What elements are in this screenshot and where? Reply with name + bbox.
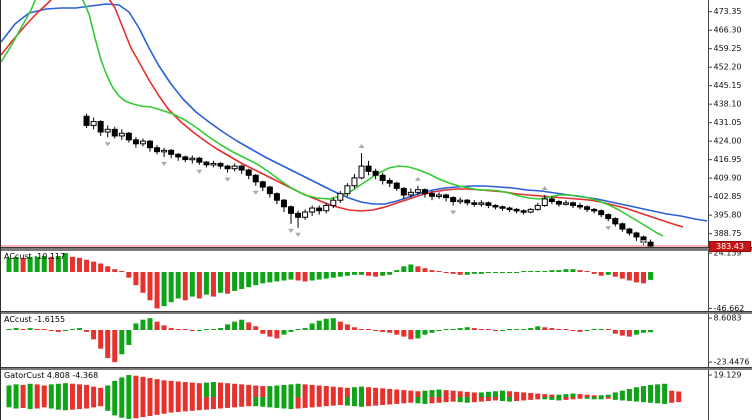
current-price-label: 383.43 [709, 241, 751, 252]
indicator-label-ac-2: ACcust -1.6155 [4, 315, 66, 324]
svg-text:416.95: 416.95 [714, 155, 742, 164]
fractal-down-arrow-icon [640, 240, 647, 244]
svg-text:-46.662: -46.662 [714, 304, 745, 313]
fractal-down-arrow-icon [295, 232, 302, 237]
fractal-up-arrow-icon [414, 176, 421, 181]
fractal-down-arrow-icon [288, 228, 294, 233]
fractal-arrows-layer [104, 142, 647, 244]
indicator-label-ac-1: ACcust -10.117 [4, 252, 66, 261]
svg-text:438.10: 438.10 [714, 100, 742, 109]
panel-separator[interactable] [1, 247, 752, 251]
ma-medium-red [1, 0, 684, 228]
svg-text:431.05: 431.05 [714, 118, 742, 127]
svg-text:8.6083: 8.6083 [714, 314, 742, 323]
svg-text:473.35: 473.35 [714, 7, 742, 16]
svg-text:-23.4476: -23.4476 [714, 358, 750, 367]
svg-text:445.15: 445.15 [714, 81, 742, 90]
indicator-1-scale-labels[interactable]: 24.159 -46.662 [708, 249, 744, 313]
panel-separator[interactable] [1, 311, 752, 314]
panel-separator[interactable] [1, 367, 752, 370]
svg-text:459.25: 459.25 [714, 44, 742, 53]
svg-text:388.75: 388.75 [714, 229, 742, 238]
svg-text:466.30: 466.30 [714, 26, 742, 35]
svg-text:24.159: 24.159 [714, 249, 742, 258]
svg-text:19.129: 19.129 [714, 371, 742, 380]
fractal-up-arrow-icon [541, 185, 548, 190]
ma-fast-green [1, 0, 664, 237]
indicator-panel-2-bars [6, 318, 654, 363]
fractal-down-arrow-icon [161, 161, 168, 166]
svg-text:452.20: 452.20 [714, 63, 742, 72]
current-price-value: 383.43 [716, 242, 744, 251]
svg-text:409.90: 409.90 [714, 174, 742, 183]
fractal-down-arrow-icon [196, 169, 203, 174]
indicator-2-scale-labels[interactable]: 8.6083 -23.4476 [708, 314, 749, 367]
indicator-panel-1-bars [6, 253, 654, 309]
indicator-label-gator: GatorCust 4.808 -4.368 [4, 371, 99, 380]
fractal-down-arrow-icon [104, 142, 111, 147]
fractal-down-arrow-icon [224, 177, 231, 182]
svg-text:402.85: 402.85 [714, 192, 742, 201]
fractal-down-arrow-icon [252, 190, 259, 195]
candles-layer [83, 113, 654, 248]
fractal-up-arrow-icon [358, 143, 365, 148]
price-scale-labels[interactable]: 473.35 466.30 459.25 452.20 445.15 438.10 431.… [708, 7, 742, 238]
svg-text:424.00: 424.00 [714, 137, 742, 146]
fractal-down-arrow-icon [605, 226, 612, 231]
indicator-panel-3-bars [6, 375, 682, 419]
fractal-down-arrow-icon [450, 210, 457, 215]
svg-text:395.80: 395.80 [714, 211, 742, 220]
indicator-3-scale-labels[interactable]: 19.129 [708, 371, 742, 380]
